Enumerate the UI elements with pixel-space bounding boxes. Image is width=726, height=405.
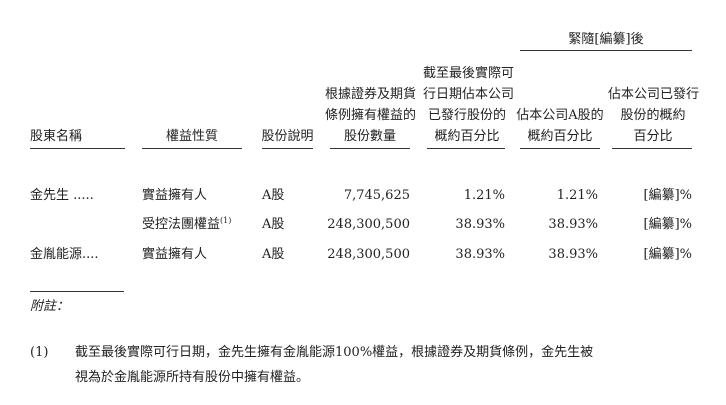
- header-rule: [142, 148, 242, 149]
- nature-of-interest: 實益擁有人: [142, 247, 208, 262]
- note-marker: (1): [30, 345, 49, 360]
- header-rule: [612, 148, 692, 149]
- header-pct-now-l1: 截至最後實際可: [423, 66, 515, 81]
- header-pct-now-l3: 已發行股份的: [427, 108, 506, 123]
- pct-after: [編纂]%: [643, 217, 693, 232]
- shares: 7,745,625: [343, 188, 410, 203]
- header-pct-after-l3: 百分比: [633, 129, 673, 144]
- share-class: A股: [262, 217, 285, 232]
- header-shares-l3: 股份數量: [343, 129, 396, 144]
- note-text-line1: 截至最後實際可行日期，金先生擁有金胤能源100%權益，根據證券及期貨條例，金先生…: [75, 345, 594, 360]
- group-header: 緊隨[編纂]後: [568, 32, 644, 47]
- shareholder-name: 金胤能源....: [30, 247, 99, 262]
- header-pct-a-l1: 佔本公司A股的: [516, 108, 604, 123]
- pct-after: [編纂]%: [643, 188, 693, 203]
- header-pct-after-l2: 股份的概約: [620, 108, 686, 123]
- header-pct-now-l2: 行日期佔本公司: [423, 87, 515, 102]
- header-rule: [427, 148, 505, 149]
- group-header-rule: [520, 50, 692, 51]
- header-shares-l2: 條例擁有權益的: [325, 108, 417, 123]
- notes-rule: [30, 291, 124, 292]
- pct-now: 1.21%: [463, 188, 505, 203]
- nature-of-interest: 受控法團權益(1): [142, 216, 232, 233]
- header-pct-now-l4: 概約百分比: [434, 129, 500, 144]
- pct-after: [編纂]%: [643, 247, 693, 262]
- header-nature-of-interest: 權益性質: [165, 129, 218, 144]
- share-class: A股: [262, 247, 285, 262]
- header-share-class: 股份說明: [261, 129, 314, 144]
- share-class: A股: [262, 188, 285, 203]
- nature-of-interest: 實益擁有人: [142, 188, 208, 203]
- note-text-line2: 視為於金胤能源所持有股份中擁有權益。: [75, 370, 310, 385]
- footnote-ref: (1): [220, 216, 232, 225]
- pct-a: 38.93%: [548, 247, 598, 262]
- header-rule: [262, 148, 313, 149]
- header-rule: [520, 148, 600, 149]
- header-shares-l1: 根據證券及期貨: [325, 87, 417, 102]
- notes-heading: 附註：: [30, 299, 70, 314]
- header-rule: [30, 148, 125, 149]
- header-rule: [330, 148, 410, 149]
- shares: 248,300,500: [327, 217, 410, 232]
- shareholder-name: 金先生 .....: [30, 188, 94, 203]
- pct-a: 1.21%: [556, 188, 598, 203]
- header-pct-a-l2: 概約百分比: [527, 129, 593, 144]
- pct-a: 38.93%: [548, 217, 598, 232]
- shares: 248,300,500: [327, 247, 410, 262]
- pct-now: 38.93%: [455, 247, 505, 262]
- pct-now: 38.93%: [455, 217, 505, 232]
- header-shareholder-name: 股東名稱: [30, 129, 83, 144]
- header-pct-after-l1: 佔本公司已發行: [608, 87, 700, 102]
